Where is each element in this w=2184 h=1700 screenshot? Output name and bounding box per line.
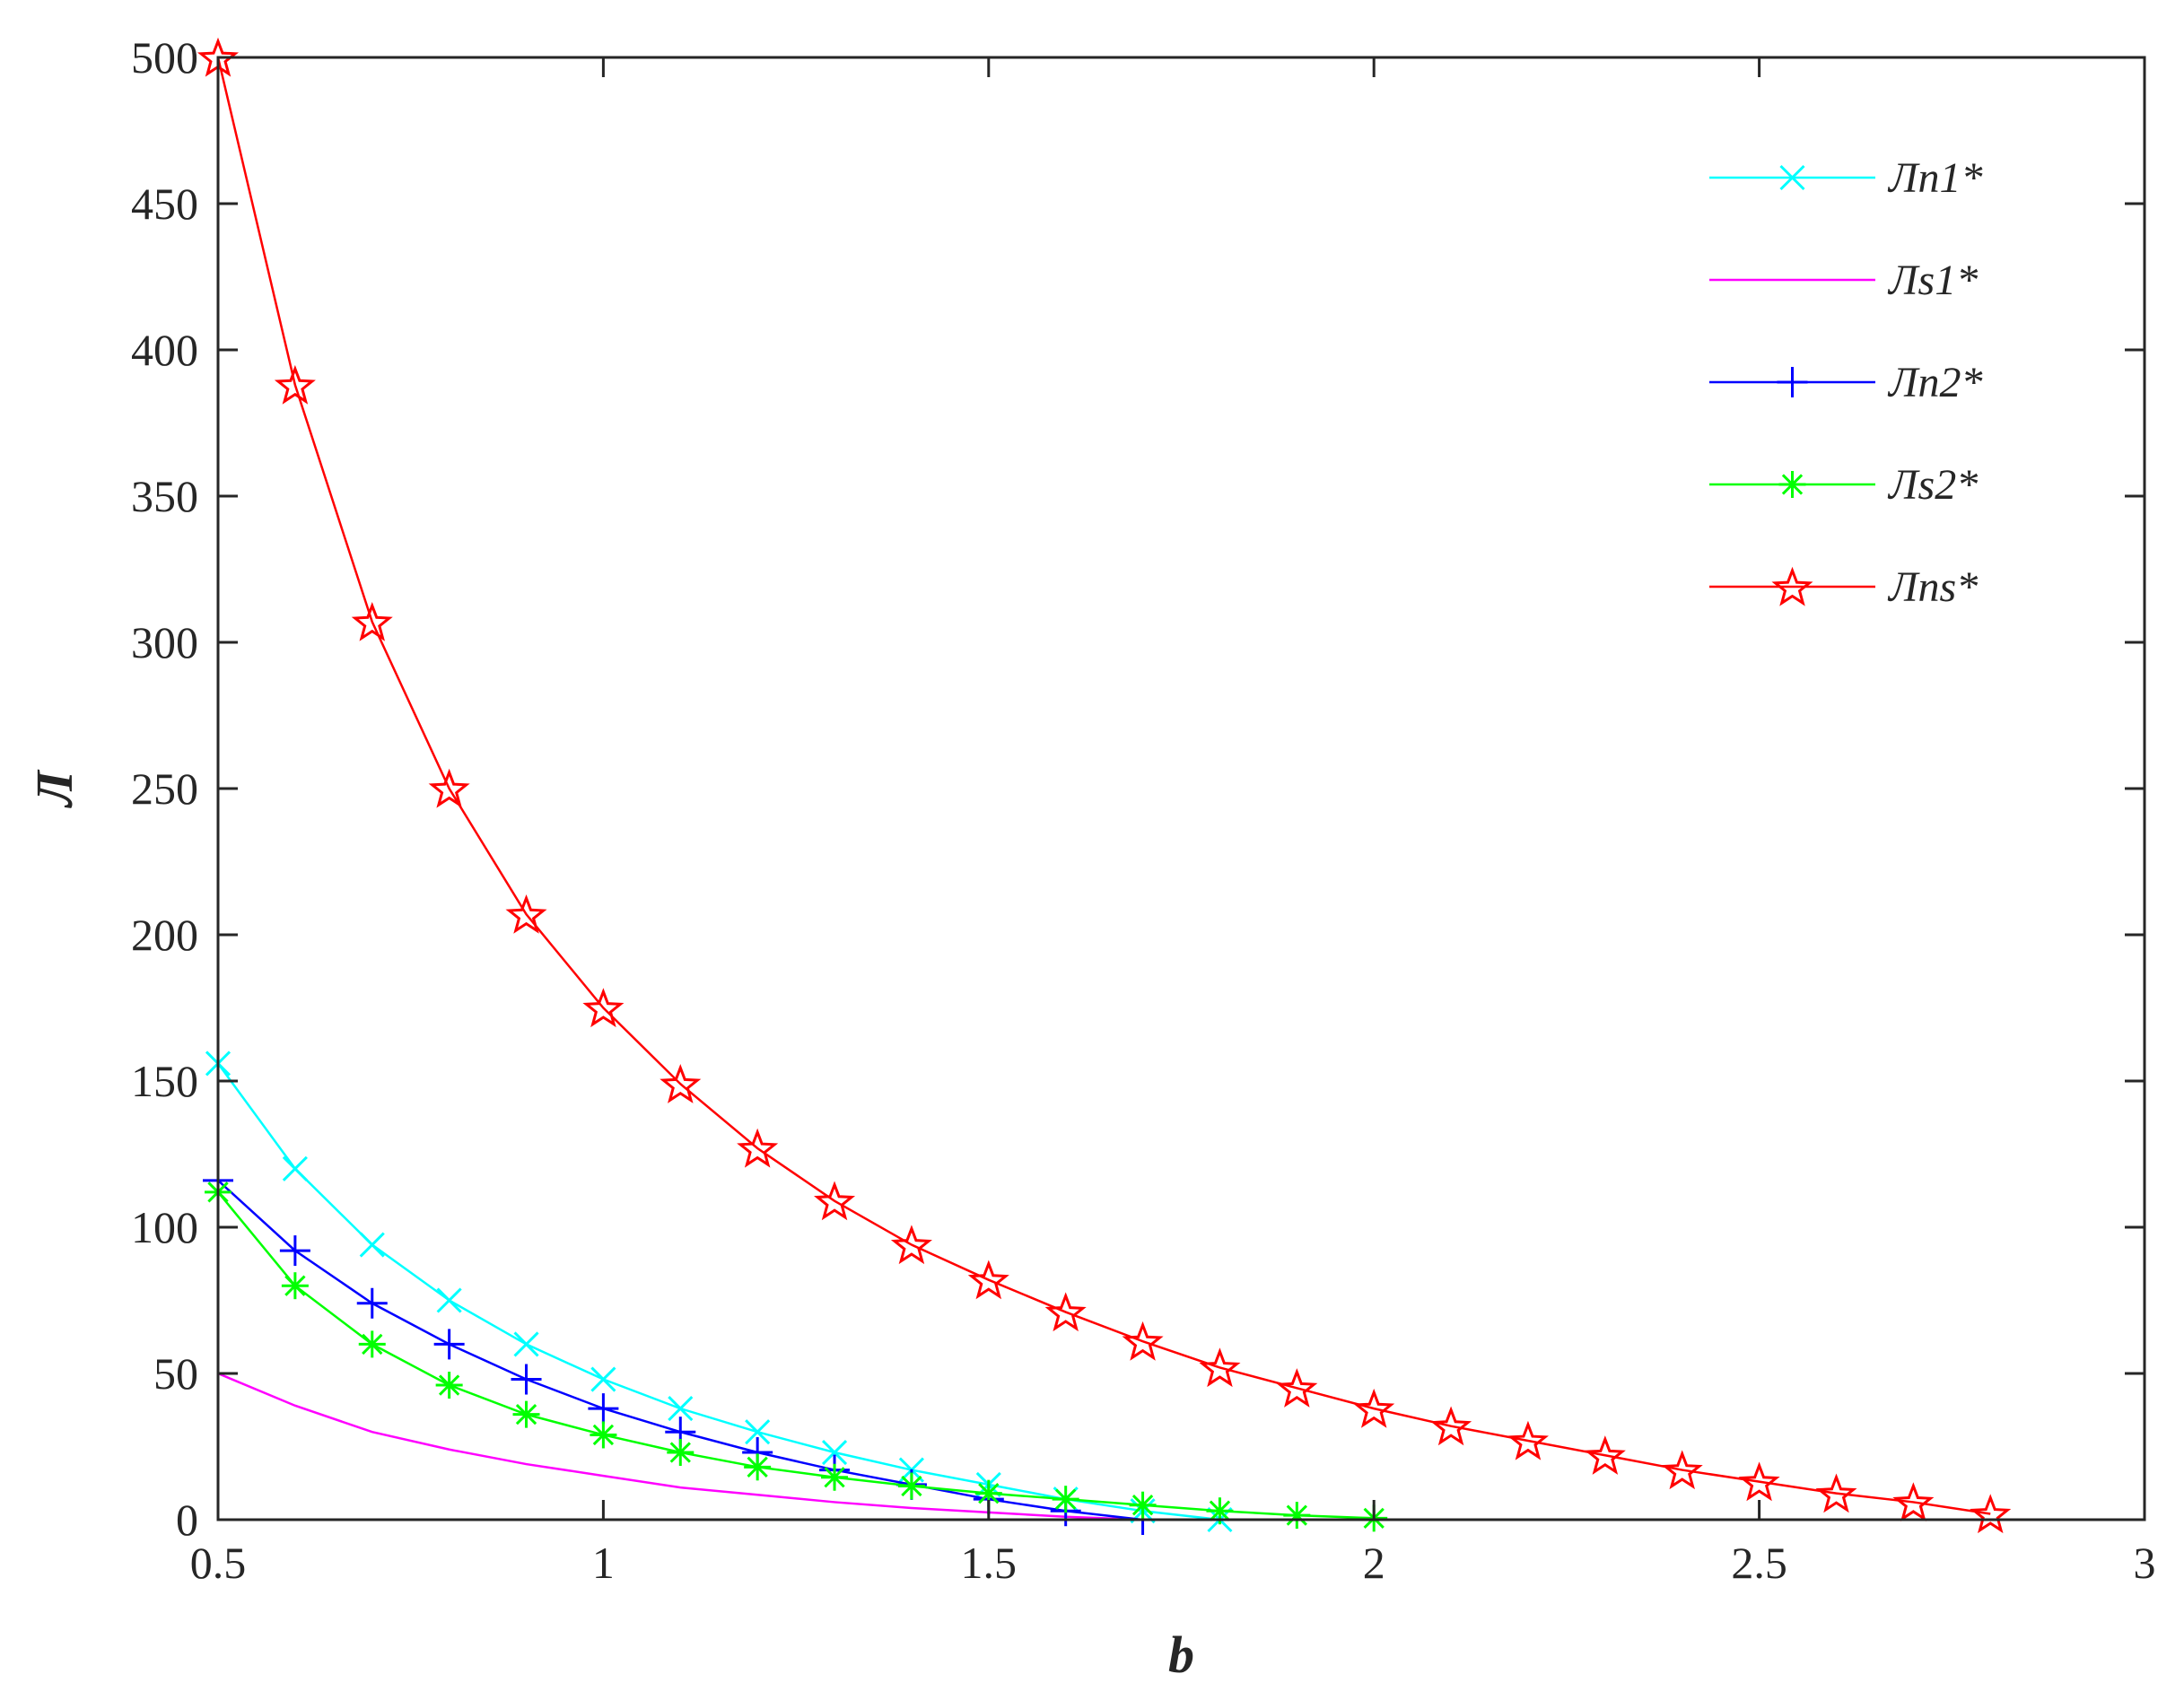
legend-marker [1779,164,1805,191]
y-tick-label: 200 [131,910,198,960]
data-point [1892,1482,1935,1522]
data-point [1507,1420,1549,1460]
legend-entry: Лn2* [1709,359,1983,406]
data-point [1430,1406,1472,1446]
x-tick-label: 0.5 [190,1538,247,1588]
data-point [668,1396,694,1422]
data-point [582,988,625,1028]
data-point [435,1372,463,1399]
data-point [1353,1388,1395,1428]
legend-label: Лn2* [1887,359,1983,406]
y-tick-label: 100 [131,1202,198,1252]
data-point [667,1439,695,1467]
legend-entry: Лs1* [1709,257,1978,304]
x-tick-label: 1 [592,1538,615,1588]
data-point [821,1463,849,1491]
data-point [737,1128,779,1168]
series-line [216,1062,1220,1521]
x-tick-label: 3 [2134,1538,2156,1588]
series-layer [197,37,2012,1535]
data-point [1584,1435,1626,1475]
data-point [1738,1461,1780,1502]
data-point [358,1330,386,1358]
series-line [217,1179,1143,1521]
series-line [217,1191,1375,1520]
legend-entry: Лn1* [1709,154,1983,202]
legend-marker [1777,367,1808,397]
y-tick-label: 250 [131,763,198,814]
data-point [590,1366,616,1392]
series-3 [203,1164,1158,1535]
y-tick-label: 500 [131,32,198,83]
y-tick-label: 0 [176,1495,198,1545]
y-tick-label: 150 [131,1056,198,1106]
series-5 [197,37,2012,1534]
data-point [359,1232,385,1258]
data-point [1129,1491,1157,1519]
y-axis-title: Л [25,769,83,808]
data-point [1122,1321,1164,1361]
series-4 [205,1178,1388,1532]
legend-marker [1771,566,1813,606]
data-point [1199,1347,1241,1388]
data-point [1970,1494,2012,1534]
data-point [745,1419,771,1445]
data-point [505,894,547,934]
x-tick-label: 2.5 [1731,1538,1787,1588]
data-point [1044,1292,1087,1332]
y-tick-label: 400 [131,325,198,375]
data-point [1661,1450,1703,1490]
data-point [274,364,316,405]
legend-label: Лs1* [1887,257,1978,304]
x-tick-label: 1.5 [961,1538,1018,1588]
legend-marker [1778,471,1806,498]
x-axis-title: b [1168,1626,1194,1684]
data-point [282,1155,308,1181]
data-point [590,1421,617,1449]
legend-entry: Лs2* [1709,461,1978,509]
data-point [436,1287,462,1313]
data-point [1815,1473,1857,1513]
data-point [511,1364,542,1395]
data-point [428,768,470,808]
data-point [897,1472,925,1500]
data-point [351,601,393,641]
data-point [660,1064,702,1103]
y-tick-label: 450 [131,179,198,229]
x-tick-label: 2 [1363,1538,1385,1588]
data-point [814,1181,856,1221]
legend-label: Лs2* [1887,461,1978,509]
y-tick-label: 50 [153,1348,198,1399]
y-tick-label: 300 [131,617,198,667]
y-tick-label: 350 [131,471,198,521]
legend-label: Лn1* [1887,154,1983,202]
ticks-layer: 0.5 1 1.5 2 2.5 3 0 50 100 150 200 250 300 350 400 450 5… [131,32,2156,1588]
legend-label: Лns* [1887,563,1978,611]
data-point [821,1439,848,1466]
data-point [890,1225,932,1265]
data-point [1052,1486,1079,1513]
data-point [588,1393,619,1425]
plot-frame [216,56,2146,1521]
legend: Лn1* Лs1* Лn2* Лs2* Лns* [1709,154,1983,611]
data-point [512,1400,540,1428]
data-point [513,1331,539,1357]
data-point [433,1329,465,1360]
data-point [279,1235,310,1267]
data-point [1283,1502,1311,1530]
data-point [356,1287,388,1319]
data-point [281,1272,309,1300]
data-point [744,1453,772,1481]
data-point [967,1260,1009,1300]
data-point [1276,1368,1318,1408]
series-line [216,57,1991,1515]
legend-entry: Лns* [1709,563,1978,611]
